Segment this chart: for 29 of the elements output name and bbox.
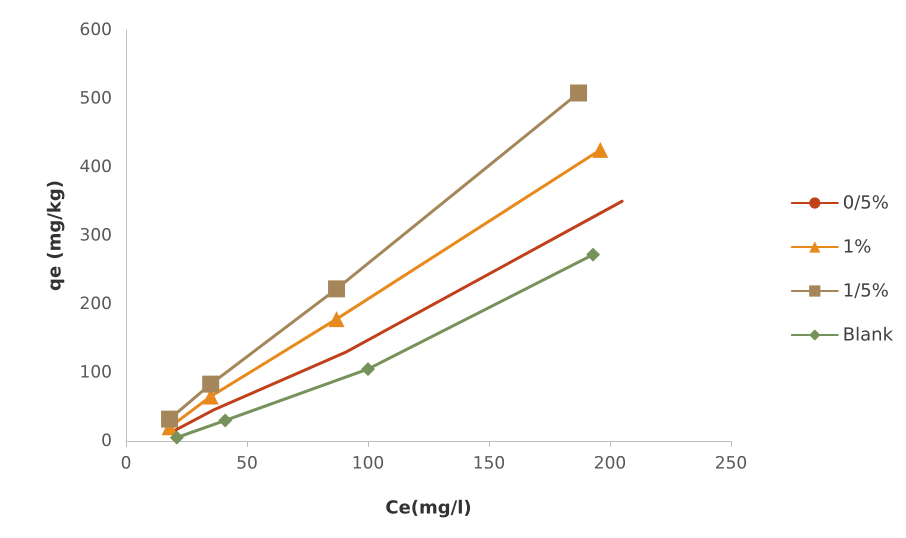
y-tick-label: 0 <box>101 431 112 451</box>
legend-label: Blank <box>842 324 894 346</box>
x-tick-label: 0 <box>120 454 132 474</box>
x-tick-label: 250 <box>714 454 748 474</box>
y-axis-title: qe (mg/kg) <box>44 180 66 291</box>
y-tick-label: 100 <box>80 362 112 382</box>
point <box>361 362 375 376</box>
y-tick-label: 400 <box>80 157 112 177</box>
point <box>170 430 184 445</box>
point <box>202 376 220 393</box>
point <box>592 142 608 158</box>
x-tick-label: 150 <box>472 454 506 474</box>
legend-label: 1% <box>842 236 872 258</box>
y-tick-label: 500 <box>80 88 112 108</box>
legend-label: 1/5% <box>842 280 889 302</box>
y-tick-label: 200 <box>80 294 112 314</box>
point <box>218 413 232 428</box>
point <box>570 84 588 102</box>
point <box>328 311 345 328</box>
x-tick-label: 50 <box>236 454 258 474</box>
x-axis-title: Ce(mg/l) <box>385 498 472 518</box>
y-tick-label: 300 <box>80 226 112 246</box>
point <box>161 410 178 428</box>
point <box>328 280 346 298</box>
x-tick-label: 100 <box>352 454 384 474</box>
legend-label: 0/5% <box>842 192 889 214</box>
point <box>586 248 600 262</box>
y-tick-label: 600 <box>80 20 112 40</box>
x-tick-label: 200 <box>594 454 626 474</box>
